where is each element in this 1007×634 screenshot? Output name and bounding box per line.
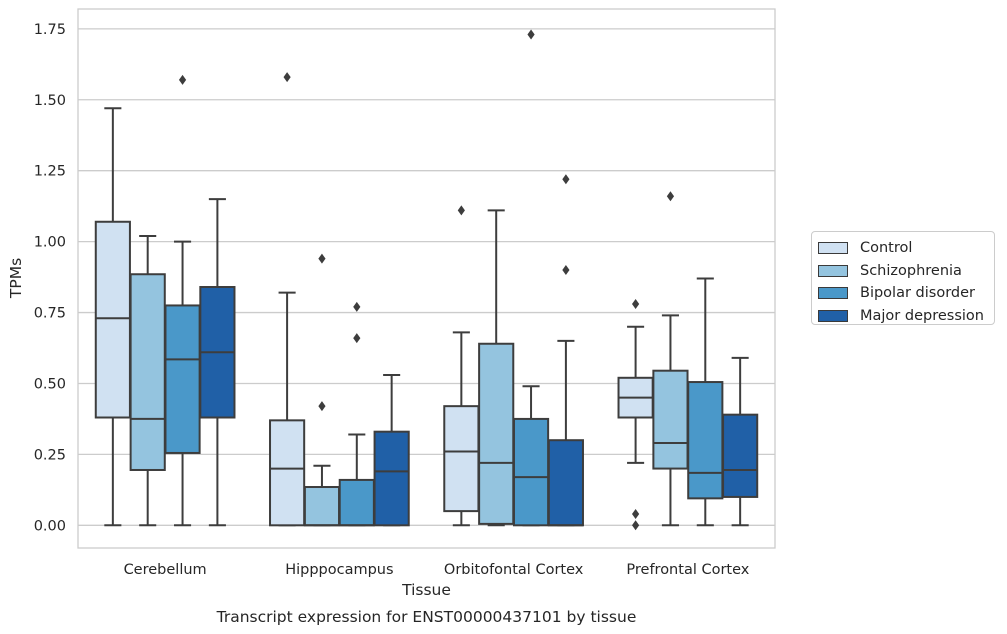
x-axis-label: Tissue <box>401 581 451 599</box>
plot-frame <box>77 8 776 549</box>
y-tick-label: 0.50 <box>34 376 66 392</box>
legend-swatch-bipolar-disorder <box>818 287 848 300</box>
box-iqr <box>512 417 550 527</box>
box-prefrontal-cortex-major-depression <box>722 356 759 527</box>
box-iqr <box>547 439 584 527</box>
box-hipppocampus-major-depression <box>373 373 410 527</box>
outlier-point <box>562 264 570 275</box>
legend-label-bipolar-disorder: Bipolar disorder <box>860 285 975 302</box>
x-tick-label: Cerebellum <box>124 562 207 578</box>
legend-item-bipolar-disorder: Bipolar disorder <box>818 282 994 305</box>
legend-item-control: Control <box>818 237 994 260</box>
box-orbitofontal-cortex-major-depression <box>547 174 584 527</box>
box-iqr <box>338 478 375 527</box>
outlier-point <box>527 29 535 40</box>
y-tick-label: 1.50 <box>34 93 66 109</box>
outlier-point <box>353 333 361 344</box>
outlier-point <box>632 520 640 531</box>
x-tick-labels: Cerebellum Hipppocampus Orbitofontal Corte… <box>124 562 750 578</box>
box-prefrontal-cortex-schizophrenia <box>652 191 689 527</box>
box-iqr <box>303 486 341 527</box>
box-cerebellum-schizophrenia <box>129 234 166 527</box>
box-iqr <box>478 342 515 525</box>
outlier-point <box>353 301 361 312</box>
outlier-point <box>283 72 291 83</box>
box-cerebellum-major-depression <box>199 198 236 527</box>
legend-label-major-depression: Major depression <box>860 307 984 324</box>
legend-label-schizophrenia: Schizophrenia <box>860 262 962 279</box>
y-tick-label: 1.25 <box>34 164 66 180</box>
legend-swatch-schizophrenia <box>818 264 848 277</box>
legend-item-schizophrenia: Schizophrenia <box>818 260 994 283</box>
y-tick-labels: 0.00 0.25 0.50 0.75 1.00 1.25 1.50 1.75 <box>34 22 66 534</box>
box-orbitofontal-cortex-schizophrenia <box>478 209 515 527</box>
box-iqr <box>722 413 759 498</box>
outlier-point <box>318 401 326 412</box>
box-iqr <box>687 381 724 500</box>
legend-label-control: Control <box>860 240 913 257</box>
outlier-point <box>632 508 640 519</box>
y-tick-label: 0.25 <box>34 447 66 463</box>
legend-swatch-control <box>818 242 848 255</box>
y-tick-label: 1.75 <box>34 22 66 38</box>
box-iqr <box>652 369 689 470</box>
box-prefrontal-cortex-control <box>617 299 654 531</box>
box-iqr <box>129 273 166 471</box>
outlier-point <box>457 205 465 216</box>
box-hipppocampus-schizophrenia <box>303 253 341 527</box>
box-orbitofontal-cortex-bipolar-disorder <box>512 29 550 527</box>
box-iqr <box>373 430 410 527</box>
box-orbitofontal-cortex-control <box>443 205 480 527</box>
box-iqr <box>443 405 480 513</box>
outlier-point <box>178 74 187 85</box>
y-tick-label: 0.00 <box>34 518 66 534</box>
x-tick-label: Orbitofontal Cortex <box>444 562 584 578</box>
box-hipppocampus-control <box>269 72 306 527</box>
box-iqr <box>94 220 131 419</box>
legend: Control Schizophrenia Bipolar disorder M… <box>811 231 995 325</box>
box-iqr <box>269 419 306 527</box>
outlier-point <box>562 174 570 185</box>
box-hipppocampus-bipolar-disorder <box>338 301 375 527</box>
y-tick-label: 1.00 <box>34 235 66 251</box>
figure-caption: Transcript expression for ENST0000043710… <box>216 608 637 626</box>
legend-swatch-major-depression <box>818 309 848 322</box>
box-plots <box>94 29 759 531</box>
outlier-point <box>318 253 326 264</box>
x-tick-label: Prefrontal Cortex <box>626 562 749 578</box>
box-cerebellum-bipolar-disorder <box>164 74 201 527</box>
legend-item-major-depression: Major depression <box>818 305 994 328</box>
box-cerebellum-control <box>94 107 131 527</box>
y-axis-label: TPMs <box>7 258 25 299</box>
box-prefrontal-cortex-bipolar-disorder <box>687 277 724 527</box>
box-iqr <box>164 304 201 454</box>
y-tick-label: 0.75 <box>34 306 66 322</box>
outlier-point <box>632 299 640 310</box>
outlier-point <box>666 191 675 202</box>
x-tick-label: Hipppocampus <box>285 562 393 578</box>
